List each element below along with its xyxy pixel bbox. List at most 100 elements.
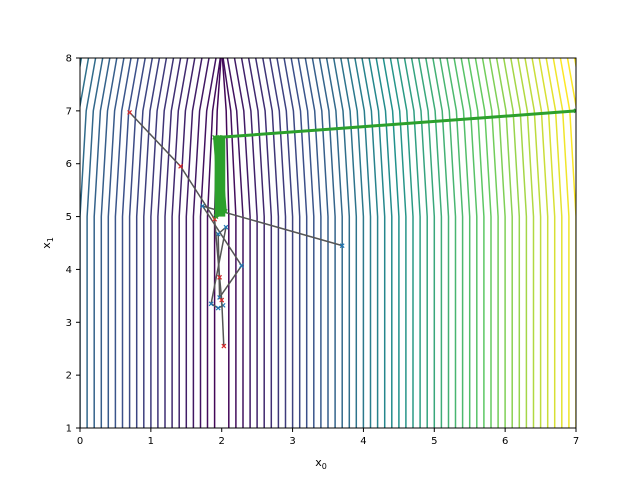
contour-line <box>221 58 230 428</box>
contour-line <box>510 58 528 428</box>
contour-line <box>396 58 414 428</box>
plot-frame <box>79 57 577 429</box>
data-point <box>215 231 221 237</box>
contour-line <box>425 58 443 428</box>
contour-line <box>502 58 521 428</box>
contour-line <box>545 58 563 428</box>
contour-line <box>262 58 280 428</box>
y-axis-ticks: 1 2 3 4 5 6 7 8 <box>66 54 80 435</box>
contour-line <box>538 58 556 428</box>
contour-line <box>361 58 379 428</box>
data-point <box>239 263 244 269</box>
y-tick-label: 5 <box>66 212 72 223</box>
contour-line <box>135 58 154 428</box>
contour-line <box>226 58 244 428</box>
contour-line <box>403 58 421 428</box>
contour-line <box>240 58 258 428</box>
y-tick-label: 6 <box>66 159 72 170</box>
contour-line <box>157 58 175 428</box>
contour-line <box>185 58 203 428</box>
contour-line <box>178 58 196 428</box>
contour-line <box>389 58 407 428</box>
contour-line <box>192 58 210 428</box>
contour-line <box>318 58 336 428</box>
contour-line <box>559 58 576 428</box>
contour-line <box>276 58 294 428</box>
data-point <box>573 108 576 114</box>
contour-line <box>354 58 372 428</box>
contour-line <box>375 58 393 428</box>
contour-line <box>100 58 118 428</box>
contour-line <box>460 58 478 428</box>
contour-line <box>107 58 125 428</box>
contour-line <box>566 58 576 111</box>
dense-iterates-band <box>214 137 226 217</box>
contour-line <box>164 58 182 428</box>
contour-line <box>297 58 315 428</box>
contour-line <box>531 58 549 428</box>
y-tick-label: 1 <box>66 424 72 435</box>
x-tick-label: 7 <box>573 436 579 447</box>
contour-line <box>325 58 343 428</box>
contour-line <box>552 58 570 428</box>
contour-line <box>311 58 329 428</box>
contour-line <box>524 58 542 428</box>
y-tick-label: 7 <box>66 106 72 117</box>
contour-line <box>121 58 139 428</box>
y-tick-label: 3 <box>66 318 72 329</box>
contour-line <box>283 58 301 428</box>
contour-line <box>368 58 386 428</box>
data-point <box>217 274 223 280</box>
contour-line <box>474 58 492 428</box>
contour-line <box>269 58 287 428</box>
x-tick-label: 5 <box>431 436 437 447</box>
y-tick-label: 2 <box>66 371 72 382</box>
contour-line <box>517 58 535 428</box>
contour-line <box>347 58 365 428</box>
x-tick-label: 6 <box>502 436 508 447</box>
path-line <box>129 111 225 347</box>
data-point <box>339 243 345 249</box>
contour-line <box>86 58 104 428</box>
optimizer-paths <box>127 108 576 349</box>
contour-line <box>143 58 161 428</box>
contour-line <box>340 58 358 428</box>
y-axis-label: x1 <box>40 237 55 249</box>
data-point <box>215 305 221 311</box>
contour-line <box>150 58 168 428</box>
contour-line <box>467 58 485 428</box>
y-tick-label: 4 <box>66 265 72 276</box>
data-point <box>127 110 133 115</box>
x-tick-label: 4 <box>360 436 366 447</box>
x-axis-label: x0 <box>315 456 327 471</box>
contour-line <box>446 58 464 428</box>
contour-line <box>453 58 471 428</box>
contour-line <box>254 58 273 428</box>
contour-line <box>80 58 97 428</box>
contour-line <box>80 58 90 111</box>
data-point <box>208 301 214 307</box>
contour-line <box>495 58 513 428</box>
contour-line <box>128 58 146 428</box>
contour-line <box>222 58 237 428</box>
contour-line <box>410 58 428 428</box>
contour-line <box>332 58 351 428</box>
x-tick-label: 3 <box>289 436 295 447</box>
contour-line <box>290 58 308 428</box>
x-axis-ticks: 0 1 2 3 4 5 6 7 <box>77 428 579 447</box>
x-tick-label: 0 <box>77 436 83 447</box>
data-point <box>221 343 227 349</box>
data-point <box>219 297 225 303</box>
contour-line <box>199 58 217 428</box>
contour-line <box>93 58 111 428</box>
contour-line <box>439 58 457 428</box>
contour-line <box>114 58 132 428</box>
contour-line <box>171 58 189 428</box>
x-tick-label: 1 <box>148 436 154 447</box>
contour-line <box>573 58 576 71</box>
contour-line <box>432 58 450 428</box>
data-point <box>212 216 218 222</box>
data-point <box>178 163 184 169</box>
contour-line <box>304 58 322 428</box>
